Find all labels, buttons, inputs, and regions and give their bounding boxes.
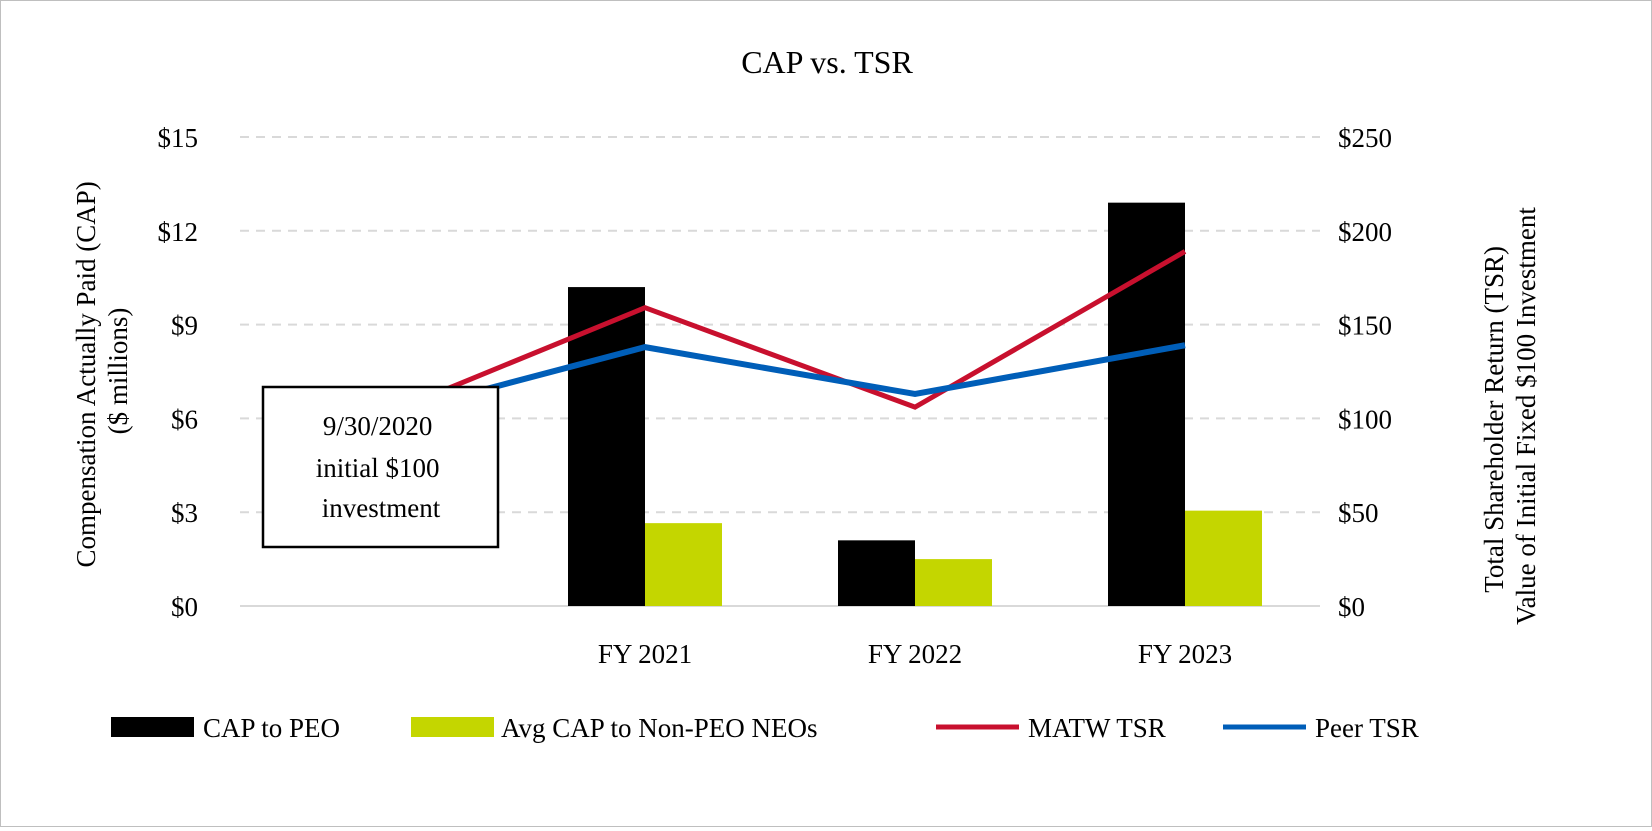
bar-avg-cap-to-non-peo-neos (645, 523, 722, 606)
y-tick-left: $0 (171, 592, 198, 622)
y-tick-left: $12 (158, 217, 199, 247)
y-tick-right: $100 (1338, 404, 1392, 434)
legend-label: MATW TSR (1028, 713, 1166, 743)
line-matw-tsr (374, 249, 1187, 421)
y-tick-left: $3 (171, 498, 198, 528)
legend-swatch (111, 717, 194, 737)
x-tick-label: FY 2023 (1138, 639, 1232, 669)
x-tick-label: FY 2022 (868, 639, 962, 669)
line-peer-tsr (374, 342, 1186, 422)
y-axis-left-label: Compensation Actually Paid (CAP) ($ mill… (71, 175, 133, 568)
y-axis-right-label: Total Shareholder Return (TSR) Value of … (1479, 207, 1541, 625)
y-tick-left: $9 (171, 311, 198, 341)
svg-text:9/30/2020 initial $100: 9/30/2020 initial $100 investment (316, 411, 447, 523)
bar-avg-cap-to-non-peo-neos (1185, 510, 1262, 606)
y-tick-right: $50 (1338, 498, 1379, 528)
legend: CAP to PEO Avg CAP to Non-PEO NEOs MATW TS… (111, 713, 1419, 743)
legend-label: CAP to PEO (203, 713, 340, 743)
bar-cap-to-peo (568, 287, 645, 606)
y-tick-right: $150 (1338, 311, 1392, 341)
x-tick-label: FY 2021 (598, 639, 692, 669)
bar-avg-cap-to-non-peo-neos (915, 559, 992, 606)
legend-label: Peer TSR (1315, 713, 1419, 743)
chart-title: CAP vs. TSR (741, 44, 913, 80)
y-tick-right: $200 (1338, 217, 1392, 247)
legend-label: Avg CAP to Non-PEO NEOs (501, 713, 818, 743)
annotation-box: 9/30/2020 initial $100 investment (261, 385, 500, 549)
y-tick-left: $15 (158, 123, 199, 153)
y-tick-left: $6 (171, 404, 198, 434)
bar-cap-to-peo (1108, 202, 1185, 606)
bar-cap-to-peo (838, 540, 915, 606)
y-tick-right: $250 (1338, 123, 1392, 153)
y-tick-right: $0 (1338, 592, 1365, 622)
legend-swatch (411, 717, 494, 737)
